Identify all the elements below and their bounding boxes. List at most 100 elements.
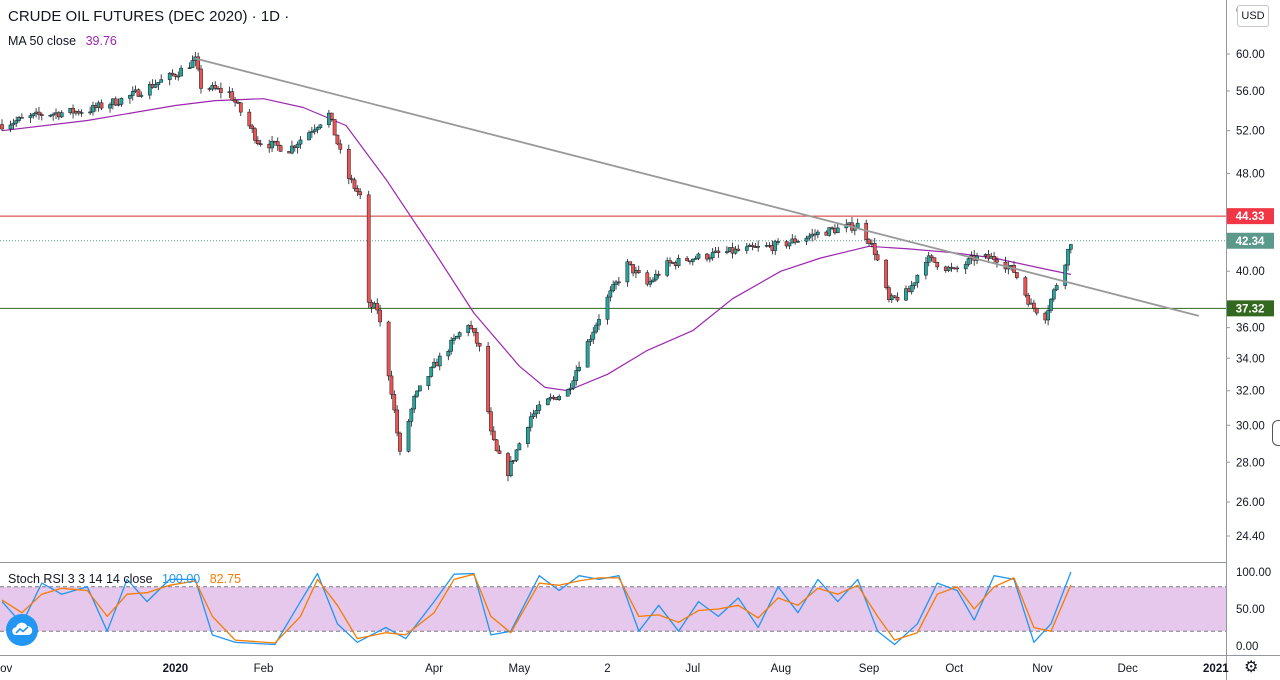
candle-down	[238, 102, 243, 113]
time-tick-label: Apr	[425, 663, 443, 675]
candle-down	[469, 325, 473, 329]
candle-down	[887, 287, 891, 300]
candle-up	[449, 339, 454, 352]
time-tick-label: Dec	[1117, 663, 1138, 675]
candle-down	[329, 112, 334, 120]
candle-down	[332, 119, 337, 136]
candle-up	[310, 131, 314, 133]
trendline[interactable]	[195, 57, 1200, 317]
candle-up	[406, 421, 411, 452]
support-price-tag	[1227, 300, 1274, 317]
candle-down	[736, 248, 741, 251]
candle-up	[577, 366, 581, 371]
candle-down	[99, 102, 104, 109]
candle-up	[665, 260, 670, 276]
candle-down	[867, 239, 871, 244]
candle-up	[139, 94, 144, 97]
candle-up	[28, 115, 33, 118]
ma-legend[interactable]: MA 50 close 39.76	[8, 34, 117, 48]
candle-down	[895, 296, 900, 301]
candle-up	[756, 245, 761, 248]
candle-up	[8, 124, 13, 130]
candle-down	[668, 260, 672, 264]
candle-up	[415, 390, 419, 397]
currency-button[interactable]: USD	[1237, 5, 1269, 27]
candle-down	[366, 194, 371, 303]
candle-up	[926, 255, 931, 263]
candle-down	[338, 143, 343, 150]
candle-up	[545, 398, 550, 406]
candle-up	[611, 284, 616, 292]
price-tick-label: 40.00	[1236, 266, 1265, 278]
candle-up	[909, 285, 914, 293]
candle-up	[190, 60, 195, 68]
candle-up	[614, 281, 618, 285]
candle-down	[685, 258, 689, 262]
price-tick-label: 52.00	[1236, 126, 1265, 138]
candle-up	[147, 84, 152, 96]
candle-down	[929, 255, 934, 258]
candle-up	[176, 75, 181, 78]
candle-down	[358, 191, 363, 196]
candle-down	[349, 178, 354, 181]
separator: ·	[284, 8, 290, 25]
candle-down	[489, 411, 493, 432]
scroll-handle[interactable]	[1272, 420, 1280, 446]
candle-down	[494, 439, 499, 452]
candle-up	[315, 127, 320, 131]
timeframe: 1D	[260, 8, 281, 25]
candle-up	[889, 295, 894, 300]
candle-up	[585, 341, 590, 368]
candle-up	[648, 281, 652, 285]
symbol-legend[interactable]: CRUDE OIL FUTURES (DEC 2020) · 1D ·	[8, 8, 289, 25]
candle-up	[466, 325, 471, 333]
candle-down	[932, 257, 937, 263]
candle-up	[904, 288, 908, 301]
candle-down	[173, 74, 178, 77]
price-tick-label: 34.00	[1236, 353, 1265, 365]
candle-up	[773, 241, 778, 251]
candle-down	[352, 179, 357, 189]
candle-down	[20, 117, 24, 119]
candle-up	[508, 461, 513, 476]
time-tick-label: May	[509, 663, 531, 675]
time-tick-label: Nov	[0, 663, 12, 675]
candle-up	[119, 98, 124, 105]
price-levels	[0, 215, 1226, 309]
candle-up	[796, 241, 800, 243]
candle-down	[1026, 294, 1031, 305]
candle-down	[71, 108, 75, 114]
candle-up	[963, 264, 968, 270]
candle-up	[568, 387, 573, 390]
candle-up	[816, 231, 820, 235]
candle-up	[17, 117, 21, 121]
candle-up	[693, 258, 698, 260]
candle-down	[253, 128, 257, 141]
candle-up	[733, 248, 738, 254]
candle-up	[312, 129, 317, 132]
candle-down	[196, 56, 200, 70]
stoch-legend[interactable]: Stoch RSI 3 3 14 14 close 100.00 82.75	[8, 572, 241, 586]
candle-down	[346, 149, 351, 179]
candle-up	[307, 132, 311, 141]
tradingview-logo[interactable]	[6, 614, 38, 646]
price-tick-label: 24.40	[1236, 531, 1265, 543]
candle-down	[477, 342, 482, 347]
candle-up	[1054, 285, 1059, 291]
gear-icon[interactable]: ⚙	[1244, 659, 1259, 676]
candle-down	[631, 264, 635, 274]
candle-down	[1015, 272, 1019, 278]
current-price-tag	[1227, 232, 1274, 249]
candle-down	[1032, 302, 1036, 309]
price-tick-label: 36.00	[1236, 323, 1265, 335]
cloud-icon	[12, 622, 33, 635]
candle-up	[298, 139, 303, 145]
time-tick-label: Aug	[771, 663, 791, 675]
candle-down	[884, 259, 888, 288]
candle-up	[653, 273, 658, 281]
candle-up	[912, 282, 917, 286]
candle-up	[804, 237, 809, 242]
candle-up	[457, 332, 462, 337]
